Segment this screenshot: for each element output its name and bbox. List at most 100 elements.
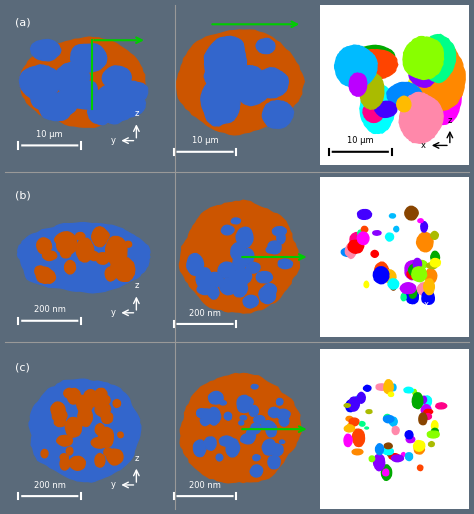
Polygon shape bbox=[419, 413, 427, 425]
Text: y: y bbox=[447, 449, 452, 458]
Polygon shape bbox=[260, 288, 267, 296]
Polygon shape bbox=[268, 407, 280, 418]
Polygon shape bbox=[240, 416, 246, 420]
Polygon shape bbox=[263, 283, 276, 296]
Polygon shape bbox=[118, 432, 123, 437]
Polygon shape bbox=[365, 427, 368, 429]
Polygon shape bbox=[102, 92, 146, 117]
Polygon shape bbox=[243, 397, 253, 408]
Polygon shape bbox=[413, 390, 417, 395]
Polygon shape bbox=[65, 417, 82, 437]
Polygon shape bbox=[349, 418, 359, 426]
Polygon shape bbox=[382, 465, 392, 481]
Polygon shape bbox=[106, 236, 127, 266]
Polygon shape bbox=[428, 431, 439, 438]
Text: (a): (a) bbox=[16, 18, 31, 28]
Polygon shape bbox=[205, 95, 229, 126]
Polygon shape bbox=[341, 248, 356, 256]
Polygon shape bbox=[383, 448, 393, 455]
Polygon shape bbox=[403, 36, 444, 80]
Bar bbox=[257, 101, 269, 117]
Polygon shape bbox=[418, 465, 423, 471]
Text: x: x bbox=[421, 141, 426, 150]
Polygon shape bbox=[346, 400, 355, 412]
Polygon shape bbox=[251, 384, 258, 389]
Polygon shape bbox=[82, 81, 97, 96]
Polygon shape bbox=[388, 392, 393, 396]
Text: 200 nm: 200 nm bbox=[344, 478, 376, 487]
Polygon shape bbox=[412, 393, 423, 409]
Text: 200 nm: 200 nm bbox=[189, 481, 221, 490]
Polygon shape bbox=[256, 39, 275, 53]
Polygon shape bbox=[278, 259, 292, 269]
Polygon shape bbox=[268, 455, 280, 469]
Polygon shape bbox=[407, 71, 434, 113]
Polygon shape bbox=[60, 454, 68, 461]
Polygon shape bbox=[418, 43, 465, 111]
Polygon shape bbox=[241, 252, 248, 258]
Polygon shape bbox=[39, 92, 65, 120]
Polygon shape bbox=[262, 439, 276, 455]
Polygon shape bbox=[371, 250, 378, 258]
Polygon shape bbox=[224, 78, 241, 103]
Polygon shape bbox=[253, 455, 260, 461]
Polygon shape bbox=[250, 465, 263, 477]
Polygon shape bbox=[41, 449, 48, 458]
Polygon shape bbox=[392, 384, 396, 391]
Polygon shape bbox=[384, 414, 391, 421]
Polygon shape bbox=[91, 227, 108, 247]
Polygon shape bbox=[91, 437, 107, 448]
Text: 200 nm: 200 nm bbox=[189, 308, 221, 318]
Polygon shape bbox=[102, 66, 131, 89]
Text: y: y bbox=[110, 481, 116, 489]
Polygon shape bbox=[417, 232, 433, 252]
Polygon shape bbox=[261, 420, 274, 430]
Polygon shape bbox=[348, 241, 364, 253]
Text: y: y bbox=[447, 277, 452, 286]
Polygon shape bbox=[251, 423, 261, 434]
Polygon shape bbox=[56, 232, 77, 255]
Polygon shape bbox=[246, 428, 255, 442]
Polygon shape bbox=[414, 444, 424, 454]
Text: z: z bbox=[447, 116, 452, 125]
Polygon shape bbox=[277, 233, 285, 244]
Polygon shape bbox=[46, 105, 70, 121]
Polygon shape bbox=[332, 32, 461, 131]
Polygon shape bbox=[418, 219, 423, 223]
Polygon shape bbox=[231, 243, 246, 261]
Polygon shape bbox=[197, 409, 207, 417]
Polygon shape bbox=[397, 96, 411, 112]
Polygon shape bbox=[201, 78, 240, 124]
Polygon shape bbox=[431, 231, 438, 240]
Polygon shape bbox=[219, 436, 234, 446]
Text: (b): (b) bbox=[16, 190, 31, 200]
Polygon shape bbox=[347, 423, 355, 428]
Polygon shape bbox=[254, 416, 265, 424]
Polygon shape bbox=[55, 234, 73, 246]
Polygon shape bbox=[193, 440, 206, 457]
Polygon shape bbox=[348, 397, 359, 411]
Polygon shape bbox=[352, 449, 363, 455]
Polygon shape bbox=[215, 414, 220, 420]
Polygon shape bbox=[350, 232, 365, 247]
Polygon shape bbox=[223, 65, 256, 90]
Text: 200 nm: 200 nm bbox=[34, 305, 66, 315]
Polygon shape bbox=[409, 264, 419, 276]
Polygon shape bbox=[200, 409, 213, 421]
Polygon shape bbox=[354, 45, 395, 68]
Polygon shape bbox=[232, 278, 247, 297]
Polygon shape bbox=[404, 387, 413, 393]
Polygon shape bbox=[30, 40, 61, 61]
Polygon shape bbox=[101, 395, 110, 405]
Polygon shape bbox=[226, 415, 231, 420]
Polygon shape bbox=[373, 231, 381, 235]
Polygon shape bbox=[77, 398, 92, 413]
Polygon shape bbox=[376, 384, 387, 390]
Polygon shape bbox=[383, 469, 389, 476]
Polygon shape bbox=[179, 200, 300, 313]
Polygon shape bbox=[256, 271, 273, 283]
Polygon shape bbox=[36, 238, 52, 253]
Polygon shape bbox=[89, 251, 99, 261]
Polygon shape bbox=[204, 437, 216, 450]
Polygon shape bbox=[279, 416, 289, 426]
